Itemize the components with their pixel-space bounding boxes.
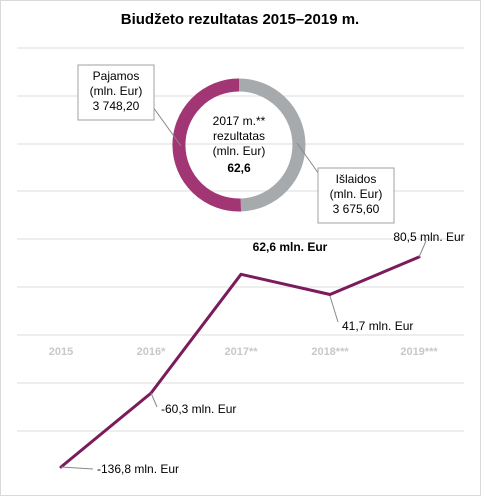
leader-2018: [329, 295, 339, 323]
donut-slice-expense: [238, 78, 306, 212]
expense-callout: Išlaidos (mln. Eur) 3 675,60: [296, 142, 395, 224]
donut-slice-income: [172, 78, 242, 212]
leader-2015: [60, 466, 94, 470]
x-tick-label: 2016*: [137, 346, 166, 358]
data-label-2018: 41,7 mln. Eur: [342, 319, 413, 333]
donut-center-line2: rezultatas: [213, 129, 265, 143]
x-tick-label: 2015: [49, 346, 73, 358]
expense-label: Išlaidos: [336, 172, 377, 186]
x-tick-label: 2018***: [311, 346, 349, 358]
expense-unit: (mln. Eur): [330, 187, 383, 201]
donut-center-line3: (mln. Eur): [213, 144, 266, 158]
x-tick-label: 2017**: [224, 346, 258, 358]
budget-result-line: [59, 255, 421, 469]
leader-2016: [150, 392, 158, 408]
expense-leader: [296, 142, 322, 178]
donut-center-label: 2017 m.** rezultatas (mln. Eur) 62,6: [213, 114, 266, 175]
expense-value: 3 675,60: [333, 202, 380, 216]
income-value: 3 748,20: [93, 99, 140, 113]
x-axis-tick-labels: 2015 2016* 2017** 2018*** 2019***: [49, 346, 439, 358]
data-labels: -136,8 mln. Eur -60,3 mln. Eur 62,6 mln.…: [60, 230, 465, 476]
chart-title: Biudžeto rezultatas 2015–2019 m.: [121, 11, 359, 28]
data-label-2015: -136,8 mln. Eur: [97, 462, 179, 476]
donut-center-line1: 2017 m.**: [213, 114, 266, 128]
income-leader: [152, 106, 182, 147]
income-callout: Pajamos (mln. Eur) 3 748,20: [77, 64, 182, 147]
leader-2019: [418, 240, 427, 258]
donut-chart: [172, 78, 306, 212]
donut-center-value: 62,6: [227, 161, 251, 175]
data-label-2019: 80,5 mln. Eur: [393, 230, 464, 244]
income-unit: (mln. Eur): [90, 84, 143, 98]
expense-box: [317, 167, 395, 224]
data-label-2016: -60,3 mln. Eur: [161, 402, 236, 416]
data-label-2017: 62,6 mln. Eur: [253, 240, 328, 254]
income-box: [77, 64, 155, 121]
income-label: Pajamos: [93, 69, 140, 83]
x-tick-label: 2019***: [400, 346, 438, 358]
